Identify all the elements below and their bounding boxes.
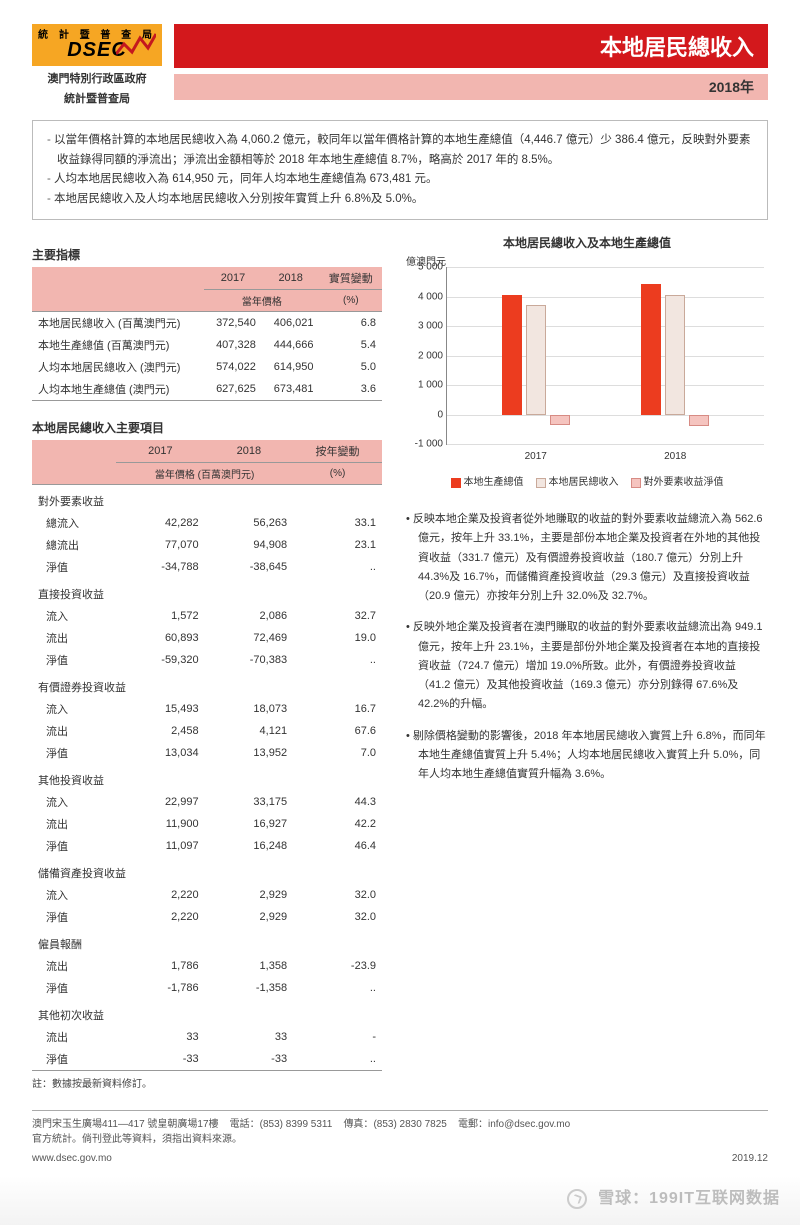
- table-row: 淨值-33-33..: [32, 1048, 382, 1071]
- table-row: 總流出77,07094,90823.1: [32, 534, 382, 556]
- table-row: 淨值11,09716,24846.4: [32, 835, 382, 857]
- table-row: 本地居民總收入 (百萬澳門元)372,540406,0216.8: [32, 312, 382, 335]
- footer-line2: 官方統計。倘刊登此等資料，須指出資料來源。: [32, 1132, 768, 1147]
- footer-line1: 澳門宋玉生廣場411—417 號皇朝廣場17樓 電話：(853) 8399 53…: [32, 1117, 768, 1132]
- year-bar: 2018年: [174, 74, 768, 100]
- table-row: 流入22,99733,17544.3: [32, 791, 382, 813]
- footer-tel-label: 電話：: [230, 1119, 260, 1130]
- chart-xtick: 2018: [664, 451, 686, 462]
- footer-mail-label: 電郵：: [458, 1119, 488, 1130]
- table-row: 淨值-34,788-38,645..: [32, 556, 382, 578]
- table2-title: 本地居民總收入主要項目: [32, 419, 382, 436]
- table-row: 流出3333-: [32, 1026, 382, 1048]
- left-column: 主要指標 2017 2018 實質變動 當年價格 (%) 本地居民總收入 (百萬…: [32, 234, 382, 1090]
- highlight-item: 人均本地居民總收入為 614,950 元，同年人均本地生產總值為 673,481…: [47, 170, 753, 190]
- logo-block: 統 計 暨 普 查 局 DSEC 澳門特別行政區政府 統計暨普查局: [32, 24, 162, 106]
- t2-col-2018: 2018: [205, 440, 293, 463]
- legend-item: 本地居民總收入: [536, 473, 619, 488]
- chart-legend: 本地生產總值本地居民總收入對外要素收益淨值: [406, 473, 768, 488]
- table-row: 人均本地生產總值 (澳門元)627,625673,4813.6: [32, 378, 382, 401]
- t1-col-chg: 實質變動: [320, 267, 382, 290]
- table-row: 流出1,7861,358-23.9: [32, 955, 382, 977]
- page-title: 本地居民總收入: [174, 24, 768, 68]
- footer-fax-label: 傳真：: [343, 1119, 373, 1130]
- chart-bar: [641, 284, 661, 415]
- table-group-header: 儲備資產投資收益: [32, 857, 382, 884]
- t2-col-chg: 按年變動: [293, 440, 382, 463]
- t1-col-sub: 當年價格: [204, 290, 319, 312]
- chart-ytick: 4 000: [407, 291, 443, 302]
- chart-bar: [689, 415, 709, 426]
- t1-col-chg-unit: (%): [320, 290, 382, 312]
- chart-bar: [502, 295, 522, 415]
- table-row: 淨值-1,786-1,358..: [32, 977, 382, 999]
- bullet-item: 反映本地企業及投資者從外地賺取的收益的對外要素收益總流入為 562.6 億元，按…: [406, 510, 768, 606]
- footer: 澳門宋玉生廣場411—417 號皇朝廣場17樓 電話：(853) 8399 53…: [32, 1110, 768, 1166]
- right-column: 本地居民總收入及本地生產總值 億澳門元 -1 00001 0002 0003 0…: [406, 234, 768, 1090]
- gov-name-2: 統計暨普查局: [32, 90, 162, 106]
- table-row: 流入15,49318,07316.7: [32, 698, 382, 720]
- footer-site: www.dsec.gov.mo: [32, 1151, 112, 1166]
- table-group-header: 僱員報酬: [32, 928, 382, 955]
- chart-ytick: 1 000: [407, 380, 443, 391]
- table-row: 流出2,4584,12167.6: [32, 720, 382, 742]
- header: 統 計 暨 普 查 局 DSEC 澳門特別行政區政府 統計暨普查局 本地居民總收…: [32, 24, 768, 106]
- table-row: 總流入42,28256,26333.1: [32, 512, 382, 534]
- table-row: 流入1,5722,08632.7: [32, 605, 382, 627]
- footer-mail: info@dsec.gov.mo: [488, 1119, 570, 1130]
- table-group-header: 對外要素收益: [32, 485, 382, 513]
- footer-addr: 澳門宋玉生廣場411—417 號皇朝廣場17樓: [32, 1119, 219, 1130]
- table-key-indicators: 2017 2018 實質變動 當年價格 (%) 本地居民總收入 (百萬澳門元)3…: [32, 267, 382, 401]
- table-row: 本地生產總值 (百萬澳門元)407,328444,6665.4: [32, 334, 382, 356]
- t2-col-chg-unit: (%): [293, 463, 382, 485]
- table-group-header: 其他投資收益: [32, 764, 382, 791]
- table-group-header: 直接投資收益: [32, 578, 382, 605]
- table-row: 流出60,89372,46919.0: [32, 627, 382, 649]
- footer-date: 2019.12: [732, 1151, 768, 1166]
- bar-chart: 億澳門元 -1 00001 0002 0003 0004 0005 000201…: [406, 257, 768, 467]
- footer-fax: (853) 2830 7825: [373, 1119, 446, 1130]
- table-row: 淨值13,03413,9527.0: [32, 742, 382, 764]
- chart-title: 本地居民總收入及本地生產總值: [406, 234, 768, 251]
- highlights-box: 以當年價格計算的本地居民總收入為 4,060.2 億元，較同年以當年價格計算的本…: [32, 120, 768, 220]
- table-row: 人均本地居民總收入 (澳門元)574,022614,9505.0: [32, 356, 382, 378]
- table-row: 淨值2,2202,92932.0: [32, 906, 382, 928]
- watermark-icon: [567, 1189, 587, 1209]
- dsec-logo: 統 計 暨 普 查 局 DSEC: [32, 24, 162, 66]
- bullet-item: 反映外地企業及投資者在澳門賺取的收益的對外要素收益總流出為 949.1 億元，按…: [406, 618, 768, 714]
- chart-ytick: 0: [407, 409, 443, 420]
- t2-col-sub: 當年價格 (百萬澳門元): [116, 463, 293, 485]
- table-row: 流出11,90016,92742.2: [32, 813, 382, 835]
- gov-name-1: 澳門特別行政區政府: [32, 70, 162, 86]
- chart-ytick: 3 000: [407, 321, 443, 332]
- chart-ytick: 2 000: [407, 350, 443, 361]
- logo-chart-icon: [116, 32, 156, 62]
- legend-item: 本地生產總值: [451, 473, 524, 488]
- legend-item: 對外要素收益淨值: [631, 473, 724, 488]
- chart-bar: [665, 295, 685, 415]
- t2-col-2017: 2017: [116, 440, 204, 463]
- table1-title: 主要指標: [32, 246, 382, 263]
- table2-note: 註：數據按最新資料修訂。: [32, 1075, 382, 1090]
- highlight-item: 本地居民總收入及人均本地居民總收入分別按年實質上升 6.8%及 5.0%。: [47, 190, 753, 210]
- t1-col-2018: 2018: [262, 267, 320, 290]
- bullet-item: 剔除價格變動的影響後，2018 年本地居民總收入實質上升 6.8%，而同年本地生…: [406, 727, 768, 785]
- table-group-header: 有價證券投資收益: [32, 671, 382, 698]
- chart-ytick: 5 000: [407, 262, 443, 273]
- analysis-bullets: 反映本地企業及投資者從外地賺取的收益的對外要素收益總流入為 562.6 億元，按…: [406, 510, 768, 784]
- chart-ytick: -1 000: [407, 439, 443, 450]
- highlight-item: 以當年價格計算的本地居民總收入為 4,060.2 億元，較同年以當年價格計算的本…: [47, 131, 753, 170]
- watermark-text: 雪球：199IT互联网数据: [598, 1190, 780, 1207]
- title-block: 本地居民總收入 2018年: [174, 24, 768, 100]
- watermark: 雪球：199IT互联网数据: [0, 1176, 800, 1225]
- table-group-header: 其他初次收益: [32, 999, 382, 1026]
- footer-tel: (853) 8399 5311: [260, 1119, 333, 1130]
- chart-xtick: 2017: [525, 451, 547, 462]
- chart-bar: [526, 305, 546, 415]
- chart-bar: [550, 415, 570, 425]
- table-components: 2017 2018 按年變動 當年價格 (百萬澳門元) (%) 對外要素收益總流…: [32, 440, 382, 1071]
- table-row: 淨值-59,320-70,383..: [32, 649, 382, 671]
- table-row: 流入2,2202,92932.0: [32, 884, 382, 906]
- t1-col-2017: 2017: [204, 267, 262, 290]
